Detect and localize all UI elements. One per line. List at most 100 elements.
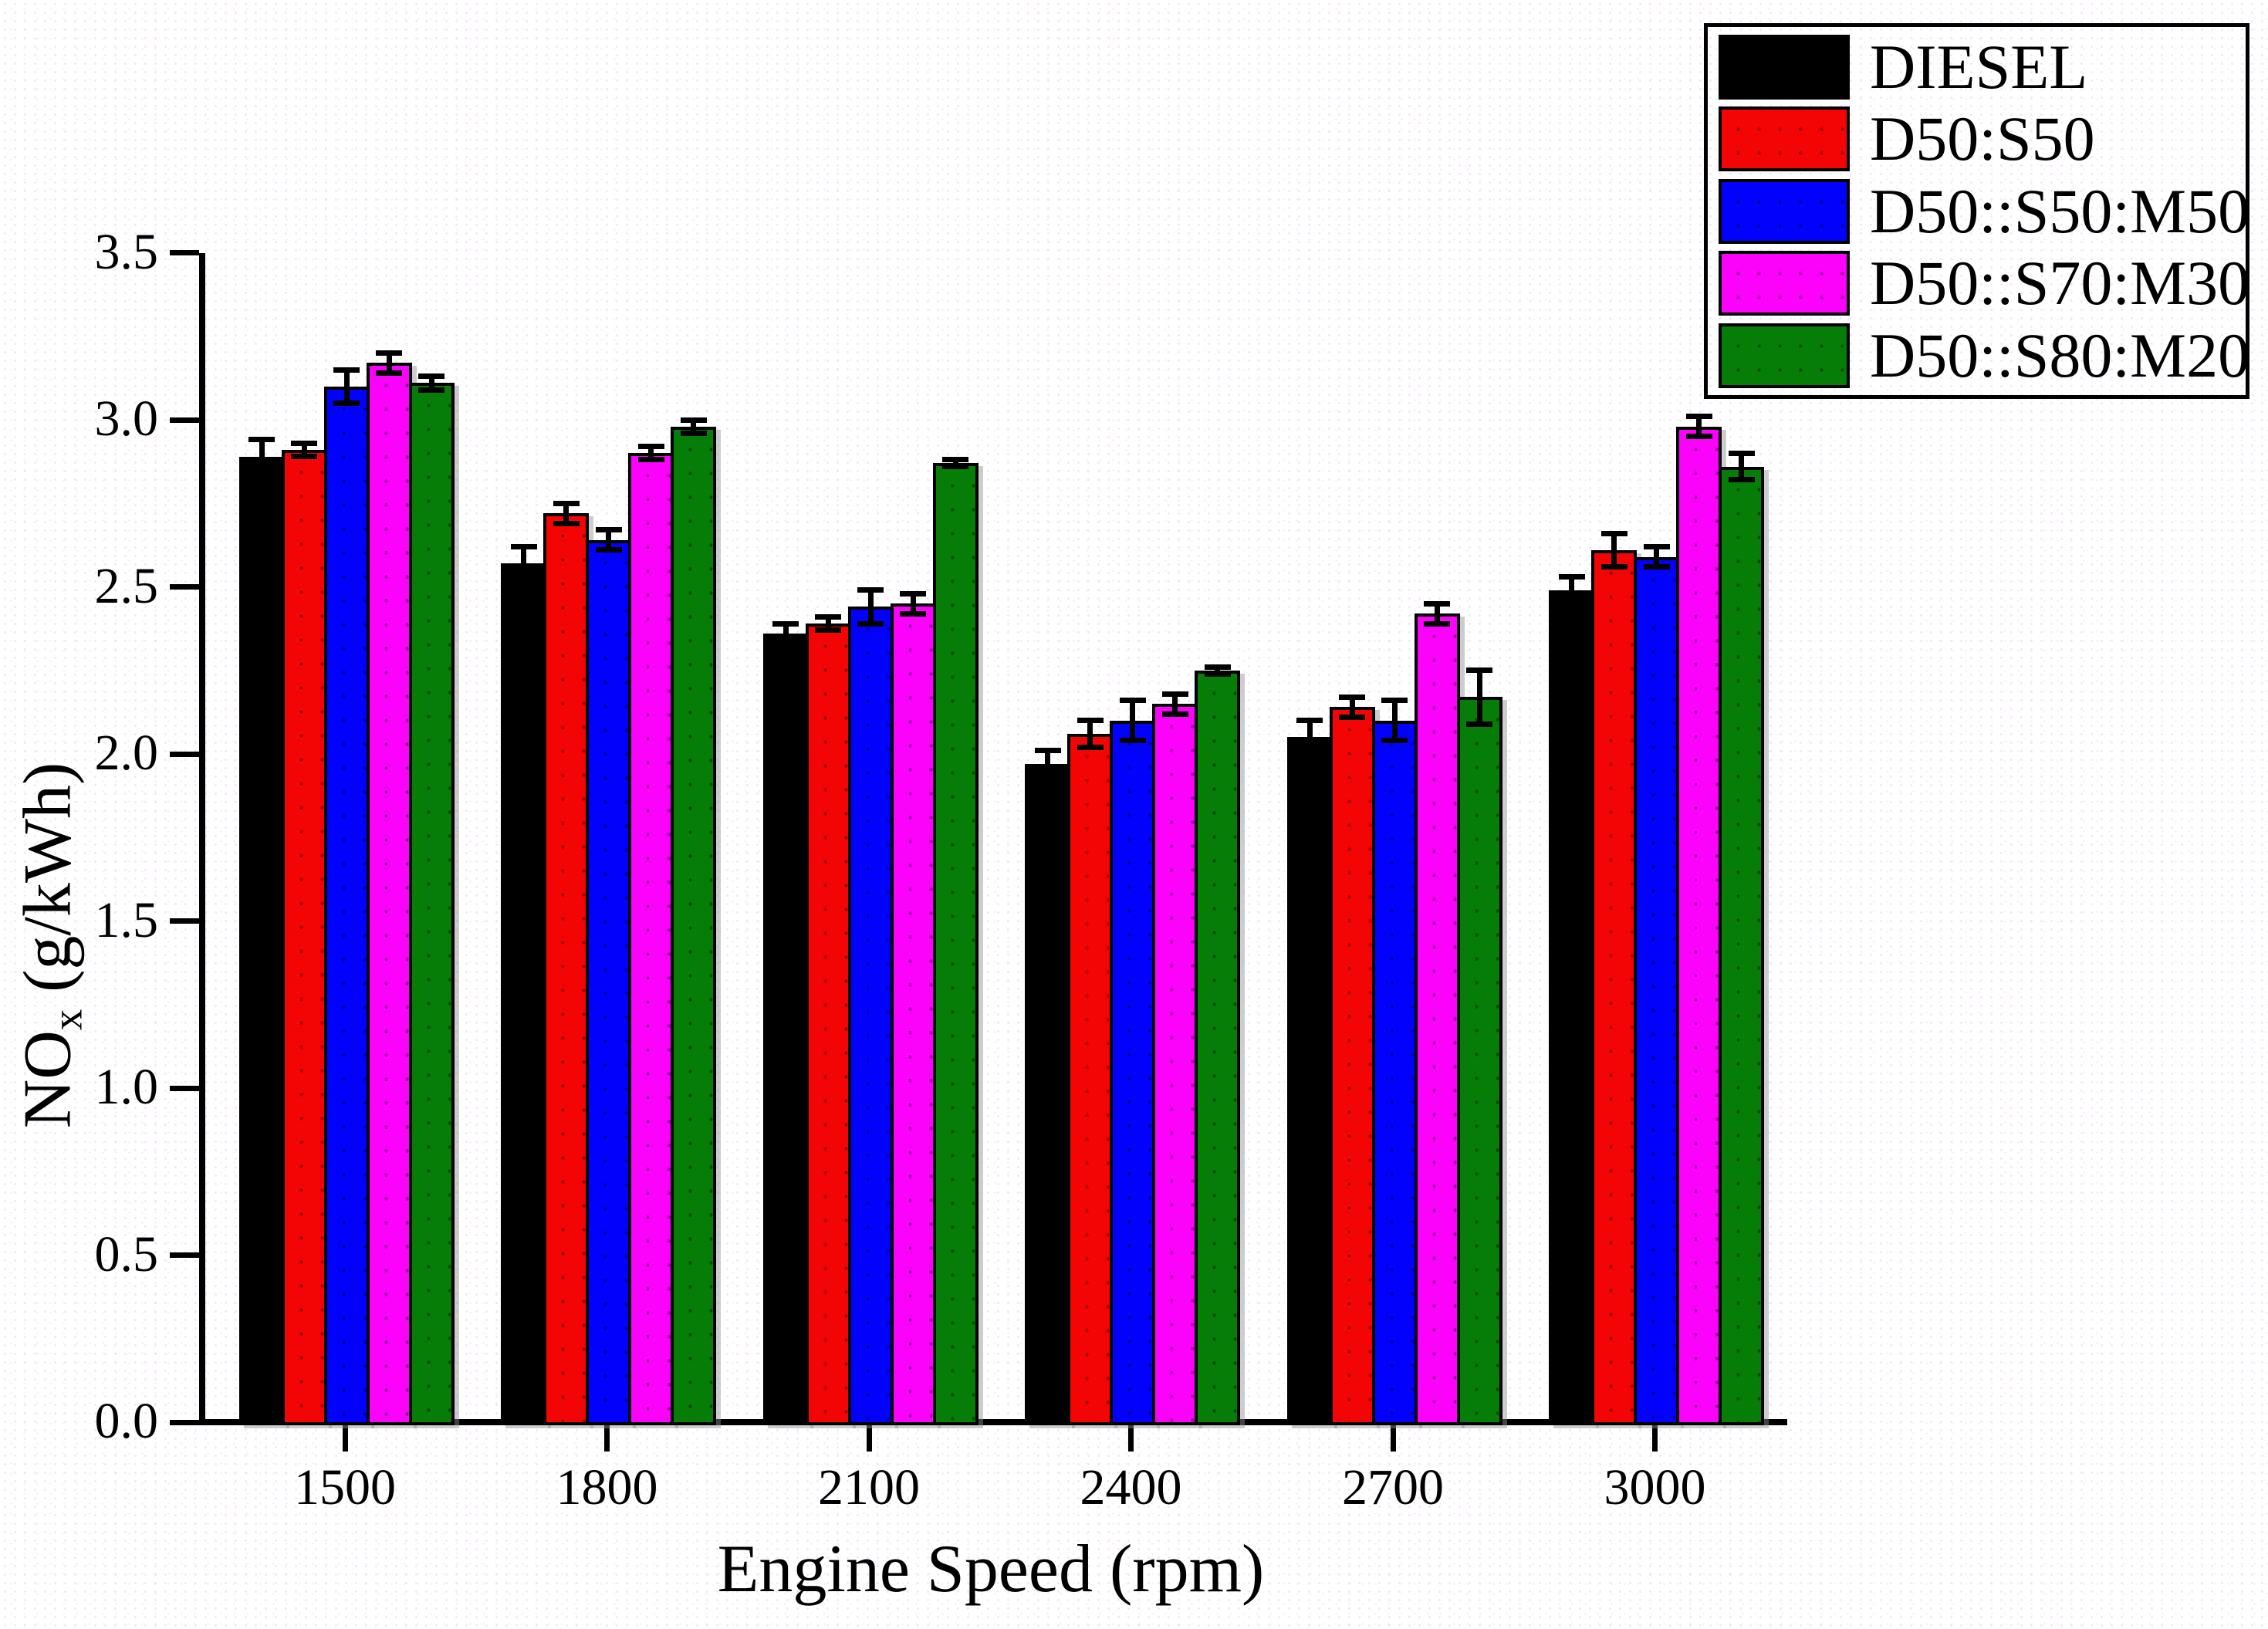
legend-item-D50::S50:M50: D50::S50:M50 [1719,178,2249,244]
error-bar-cap-top-DIESEL-2700 [1296,718,1323,724]
x-tick-2100 [866,1425,872,1452]
legend-label-D50:S50: D50:S50 [1870,103,2095,174]
bar-DIESEL-2100 [762,634,809,1425]
error-bar-line-D50::S80:M20-1500 [428,376,434,390]
error-bar-cap-top-DIESEL-1500 [248,437,275,443]
error-bar-line-D50::S80:M20-1800 [691,420,696,434]
error-bar-line-D50::S50:M50-1500 [343,370,350,404]
x-axis-title: Engine Speed (rpm) [717,1532,1265,1607]
bar-D50::S50:M50-2700 [1371,720,1418,1425]
bar-D50::S70:M30-1800 [628,453,674,1425]
error-bar-cap-top-D50::S80:M20-2400 [1204,664,1231,670]
x-tick-3000 [1652,1425,1658,1452]
bar-D50::S80:M20-3000 [1719,466,1764,1425]
error-bar-cap-bottom-D50::S50:M50-2100 [857,620,884,627]
bar-DIESEL-2400 [1025,763,1070,1425]
error-bar-cap-bottom-DIESEL-1800 [510,577,537,583]
bar-D50:S50-2400 [1067,734,1113,1425]
error-bar-cap-bottom-D50::S70:M30-2700 [1424,620,1450,627]
legend-item-D50:S50: D50:S50 [1719,106,2246,171]
x-tick-label-2100: 2100 [818,1459,920,1516]
error-bar-cap-bottom-D50::S80:M20-1500 [418,387,444,393]
bar-D50::S50:M50-2400 [1110,720,1155,1425]
error-bar-line-D50:S50-1800 [563,503,569,524]
x-tick-label-2400: 2400 [1080,1459,1182,1516]
error-bar-cap-top-D50::S70:M30-3000 [1685,414,1712,420]
error-bar-line-D50::S50:M50-2100 [867,590,874,624]
y-tick-1.5 [170,918,199,924]
error-bar-line-D50::S70:M30-2700 [1434,603,1440,624]
error-bar-line-D50::S50:M50-3000 [1654,546,1659,567]
legend-swatch-DIESEL [1719,34,1850,100]
error-bar-cap-bottom-D50::S70:M30-1500 [376,370,402,376]
error-bar-cap-bottom-D50:S50-3000 [1600,564,1627,570]
y-axis-title-main: NO [10,1030,86,1129]
error-bar-line-DIESEL-1500 [259,439,265,474]
error-bar-cap-bottom-DIESEL-2100 [772,640,799,647]
error-bar-line-D50::S80:M20-2700 [1476,670,1482,725]
error-bar-cap-bottom-D50:S50-2100 [815,627,841,634]
error-bar-line-D50::S70:M30-2400 [1172,694,1178,715]
error-bar-line-D50::S50:M50-2400 [1130,700,1135,741]
bar-DIESEL-3000 [1549,590,1594,1425]
bar-D50::S80:M20-2400 [1195,670,1240,1425]
bar-D50::S80:M20-1500 [408,383,455,1425]
y-axis-title-subscript: x [43,1009,91,1031]
error-bar-cap-top-D50::S80:M20-2700 [1466,667,1492,674]
y-tick-label-1.5: 1.5 [94,891,159,948]
x-tick-label-2700: 2700 [1342,1459,1444,1516]
error-bar-line-DIESEL-2700 [1306,720,1313,754]
error-bar-cap-bottom-DIESEL-2700 [1296,751,1323,757]
x-axis-line [199,1419,1787,1425]
error-bar-cap-bottom-D50::S50:M50-1500 [333,400,360,406]
bar-D50:S50-1800 [543,513,589,1425]
error-bar-cap-bottom-D50:S50-2400 [1077,744,1104,750]
y-tick-label-2.5: 2.5 [94,557,159,614]
error-bar-cap-top-D50::S50:M50-2400 [1119,698,1146,704]
error-bar-cap-bottom-D50:S50-1500 [291,454,317,460]
error-bar-line-D50::S80:M20-2400 [1215,667,1220,674]
error-bar-line-D50::S70:M30-2100 [910,593,916,614]
error-bar-cap-bottom-D50::S50:M50-2700 [1381,738,1408,744]
error-bar-cap-bottom-D50:S50-2700 [1339,714,1365,720]
error-bar-cap-bottom-D50::S50:M50-1800 [595,547,622,553]
bar-D50:S50-1500 [281,449,327,1425]
error-bar-line-D50:S50-3000 [1611,533,1617,567]
y-tick-label-3.0: 3.0 [94,390,159,447]
error-bar-cap-top-D50::S80:M20-2100 [942,457,968,463]
legend-swatch-D50::S80:M20 [1719,323,1850,388]
bar-DIESEL-2700 [1286,737,1333,1425]
error-bar-line-D50::S50:M50-1800 [606,529,611,550]
error-bar-line-D50::S80:M20-2100 [952,459,958,467]
bar-D50:S50-2100 [805,624,851,1425]
y-tick-label-1.0: 1.0 [94,1059,159,1115]
bar-D50:S50-3000 [1591,549,1637,1425]
error-bar-cap-bottom-D50::S70:M30-2400 [1161,711,1188,717]
error-bar-cap-top-D50::S50:M50-3000 [1643,544,1670,550]
bar-D50::S80:M20-2700 [1456,697,1502,1425]
error-bar-line-D50:S50-1500 [301,443,307,457]
bar-D50::S70:M30-2100 [890,603,936,1425]
y-tick-2.5 [170,584,199,590]
error-bar-line-D50:S50-2100 [825,617,831,630]
y-axis-title: NOx (g/kWh) [10,762,103,1129]
x-tick-1800 [604,1425,610,1452]
error-bar-line-D50:S50-2400 [1087,720,1093,748]
error-bar-cap-top-DIESEL-2100 [772,620,799,627]
y-tick-label-0.0: 0.0 [94,1393,159,1449]
error-bar-cap-top-D50::S70:M30-1800 [637,444,664,450]
bar-D50::S70:M30-3000 [1676,426,1722,1425]
error-bar-line-DIESEL-2100 [782,624,789,644]
legend-item-DIESEL: DIESEL [1719,34,2246,100]
y-axis-line [199,253,205,1425]
bar-DIESEL-1500 [238,456,285,1425]
y-tick-3.0 [170,417,199,423]
bar-D50::S70:M30-1500 [366,363,412,1425]
bar-D50::S50:M50-1500 [323,386,370,1425]
error-bar-cap-top-D50::S50:M50-2700 [1381,698,1408,704]
x-tick-2700 [1390,1425,1396,1452]
error-bar-cap-bottom-D50:S50-1800 [553,520,580,526]
error-bar-cap-bottom-D50::S80:M20-2700 [1466,721,1492,727]
error-bar-cap-bottom-D50::S80:M20-1800 [680,430,707,436]
error-bar-cap-bottom-D50::S50:M50-2400 [1119,738,1146,744]
